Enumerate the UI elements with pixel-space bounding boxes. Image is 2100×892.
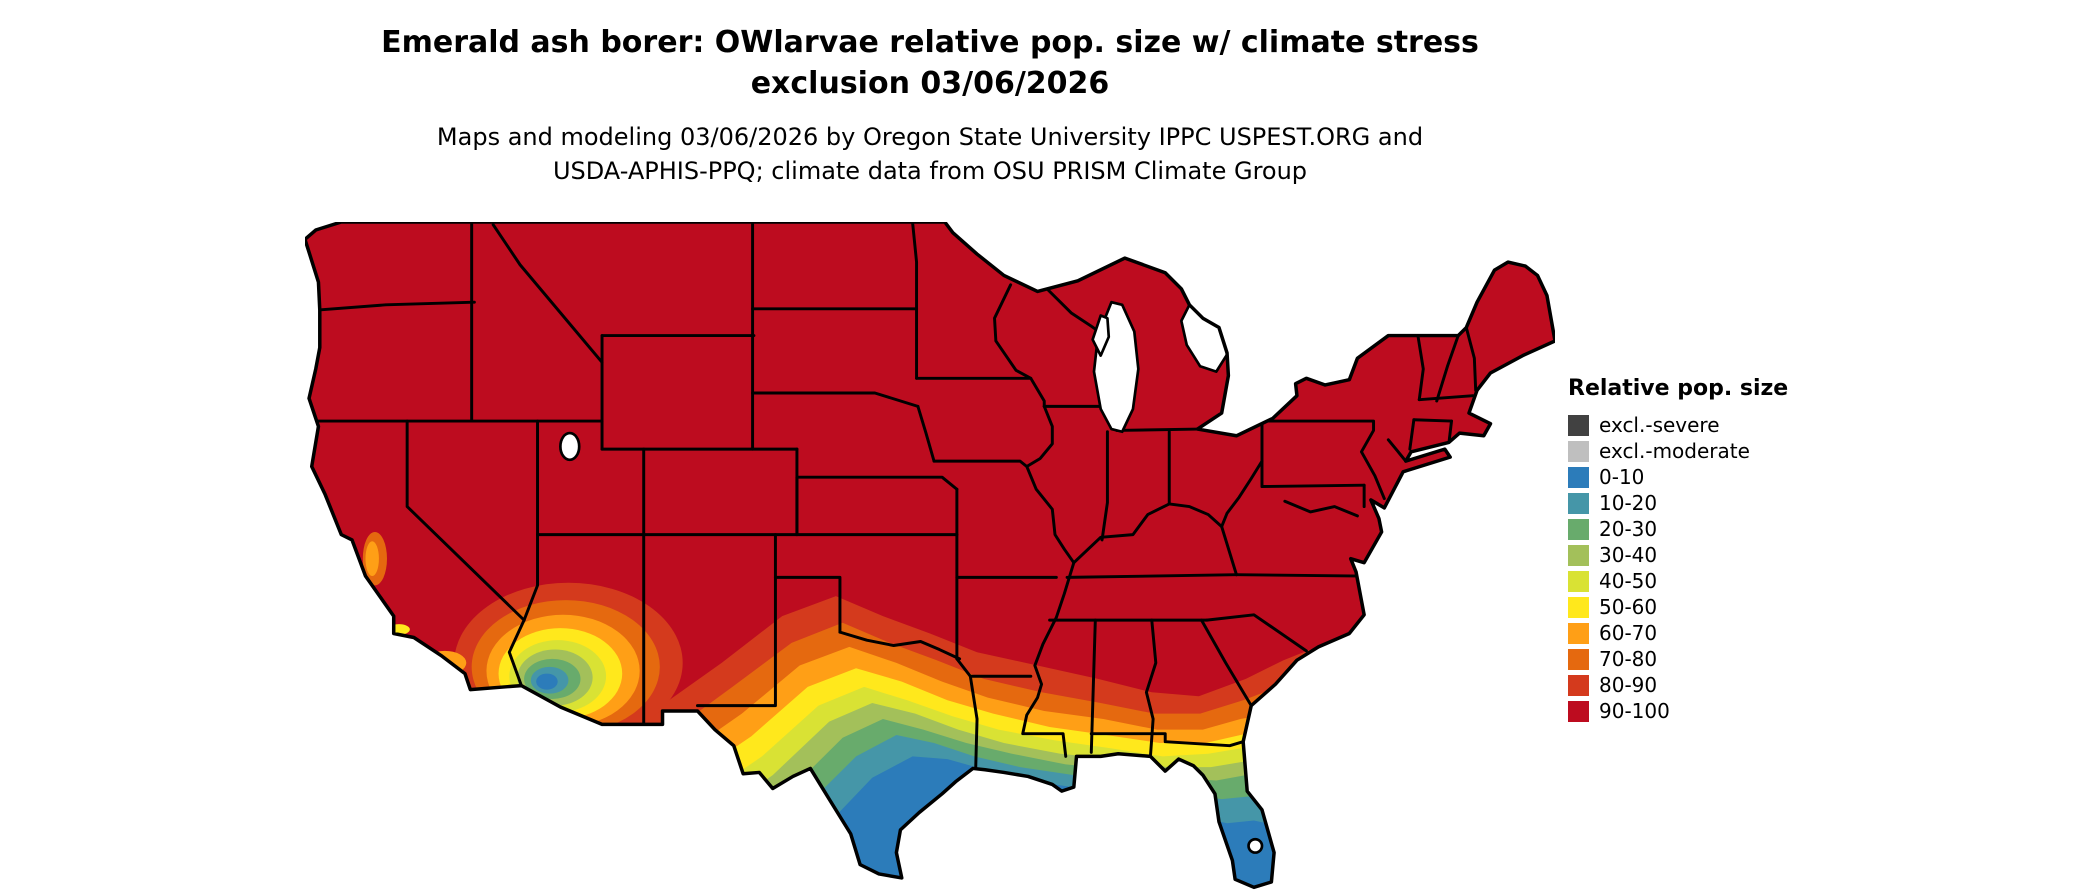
legend-label: 90-100 xyxy=(1599,699,1670,723)
legend-label: 80-90 xyxy=(1599,673,1658,697)
legend-row: excl.-moderate xyxy=(1568,439,1788,464)
legend-label: 0-10 xyxy=(1599,465,1645,489)
southwest-gradient-patch xyxy=(454,582,683,744)
legend-row: 20-30 xyxy=(1568,517,1788,542)
legend: Relative pop. size excl.-severe excl.-mod… xyxy=(1568,376,1788,725)
legend-row: 60-70 xyxy=(1568,621,1788,646)
band-0-10 xyxy=(756,756,1555,888)
legend-label: 20-30 xyxy=(1599,517,1658,541)
legend-label: 30-40 xyxy=(1599,543,1658,567)
subtitle-line-2: USDA-APHIS-PPQ; climate data from OSU PR… xyxy=(552,157,1308,185)
legend-swatch xyxy=(1568,467,1589,488)
us-choropleth-map xyxy=(305,222,1555,890)
legend-swatch xyxy=(1568,623,1589,644)
legend-swatch xyxy=(1568,493,1589,514)
legend-row: 80-90 xyxy=(1568,673,1788,698)
legend-row: 70-80 xyxy=(1568,647,1788,672)
legend-swatch xyxy=(1568,441,1589,462)
title-line-2: exclusion 03/06/2026 xyxy=(750,66,1110,101)
subtitle-line-1: Maps and modeling 03/06/2026 by Oregon S… xyxy=(436,123,1424,151)
legend-row: 40-50 xyxy=(1568,569,1788,594)
map-title: Emerald ash borer: OWlarvae relative pop… xyxy=(0,22,1860,104)
legend-row: 90-100 xyxy=(1568,699,1788,724)
legend-row: 50-60 xyxy=(1568,595,1788,620)
legend-label: 50-60 xyxy=(1599,595,1658,619)
legend-label: 70-80 xyxy=(1599,647,1658,671)
legend-swatch xyxy=(1568,597,1589,618)
legend-swatch xyxy=(1568,545,1589,566)
legend-label: excl.-moderate xyxy=(1599,439,1750,463)
legend-label: 60-70 xyxy=(1599,621,1658,645)
great-salt-lake xyxy=(559,431,581,462)
legend-rows: excl.-severe excl.-moderate 0-10 10-20 20-30… xyxy=(1568,413,1788,724)
legend-row: 10-20 xyxy=(1568,491,1788,516)
map-subtitle: Maps and modeling 03/06/2026 by Oregon S… xyxy=(0,120,1860,188)
lake-okeechobee xyxy=(1247,837,1264,854)
legend-row: excl.-severe xyxy=(1568,413,1788,438)
legend-label: 10-20 xyxy=(1599,491,1658,515)
legend-swatch xyxy=(1568,701,1589,722)
legend-swatch xyxy=(1568,519,1589,540)
legend-swatch xyxy=(1568,675,1589,696)
title-line-1: Emerald ash borer: OWlarvae relative pop… xyxy=(381,25,1479,60)
legend-label: 40-50 xyxy=(1599,569,1658,593)
green-bay xyxy=(1091,314,1111,357)
legend-title: Relative pop. size xyxy=(1568,376,1789,401)
state-boundaries xyxy=(310,222,1478,770)
legend-label: excl.-severe xyxy=(1599,413,1720,437)
legend-swatch xyxy=(1568,415,1589,436)
legend-swatch xyxy=(1568,649,1589,670)
legend-row: 0-10 xyxy=(1568,465,1788,490)
legend-row: 30-40 xyxy=(1568,543,1788,568)
legend-swatch xyxy=(1568,571,1589,592)
